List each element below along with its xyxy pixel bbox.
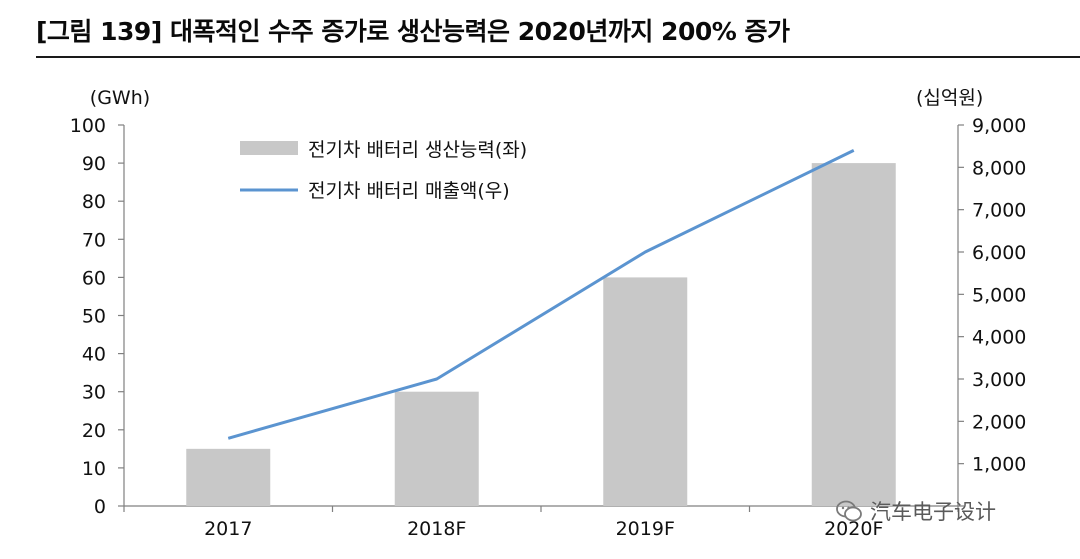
y-right-tick-label: 9,000	[972, 115, 1026, 137]
x-tick-label: 2019F	[616, 518, 675, 540]
bar-2019F	[603, 277, 688, 506]
y-left-tick-label: 90	[82, 153, 106, 175]
y-left-tick-label: 40	[82, 344, 106, 366]
bar-2018F	[394, 391, 479, 506]
y-right-tick-label: 2,000	[972, 411, 1026, 433]
y-left-tick-label: 50	[82, 306, 106, 328]
wechat-icon	[836, 500, 862, 522]
watermark-text: 汽车电子设计	[870, 500, 996, 524]
y-left-unit-label: (GWh)	[90, 87, 150, 109]
line-series	[227, 149, 855, 440]
x-tick-label: 2017	[204, 518, 252, 540]
bar-2017	[186, 448, 271, 506]
y-left-tick-label: 30	[82, 382, 106, 404]
y-right-tick-label: 5,000	[972, 284, 1026, 306]
y-right-unit-label: (십억원)	[916, 87, 983, 109]
legend-label-line: 전기차 배터리 매출액(우)	[308, 180, 510, 202]
y-left-tick-label: 0	[94, 496, 106, 518]
x-tick-label: 2018F	[407, 518, 466, 540]
y-right-tick-label: 7,000	[972, 200, 1026, 222]
watermark: 汽车电子设计	[836, 496, 996, 526]
y-left-tick-label: 10	[82, 458, 106, 480]
y-left-tick-label: 100	[70, 115, 106, 137]
y-right-tick-label: 4,000	[972, 327, 1026, 349]
y-right-tick-label: 8,000	[972, 157, 1026, 179]
y-left-tick-label: 60	[82, 267, 106, 289]
bar-2020F	[811, 163, 896, 506]
legend-label-bar: 전기차 배터리 생산능력(좌)	[308, 139, 527, 161]
y-right-tick-label: 3,000	[972, 369, 1026, 391]
y-left-tick-label: 20	[82, 420, 106, 442]
x-tick-label: 2020F	[824, 518, 883, 540]
y-left-tick-label: 70	[82, 229, 106, 251]
figure-title: [그림 139] 대폭적인 수주 증가로 생산능력은 2020년까지 200% …	[36, 17, 790, 46]
title-rule	[36, 56, 1080, 58]
y-right-tick-label: 6,000	[972, 242, 1026, 264]
legend-swatch-bar	[240, 141, 298, 155]
y-right-tick-label: 1,000	[972, 454, 1026, 476]
y-left-tick-label: 80	[82, 191, 106, 213]
